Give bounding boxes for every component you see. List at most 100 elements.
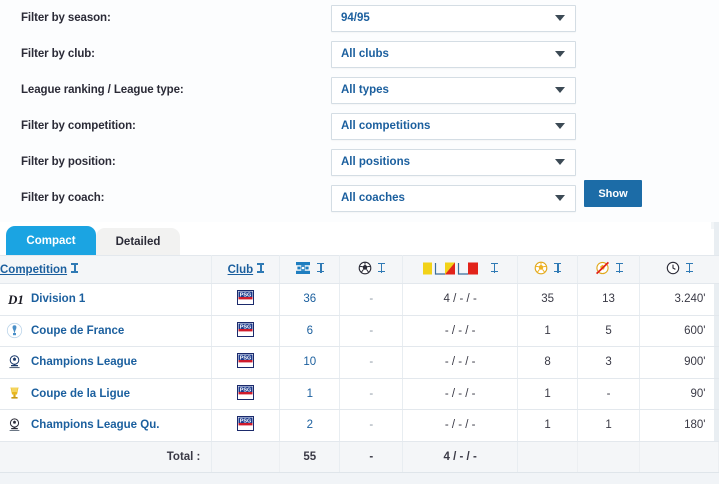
competition-link[interactable]: Coupe de France [31,324,125,337]
cell-competition: Coupe de la Ligue [0,378,213,410]
header-goals[interactable] [517,255,579,284]
cell-cards: - / - / - [402,378,519,410]
cards-icon[interactable] [422,261,498,276]
header-club[interactable]: Club [211,255,281,284]
show-button[interactable]: Show [584,180,642,207]
chevron-down-icon [555,159,565,165]
header-minutes[interactable] [639,255,719,284]
competition-link[interactable]: Coupe de la Ligue [31,387,131,400]
champions-league-logo-icon [6,354,23,371]
psg-crest-icon[interactable]: PSG [237,290,255,306]
cell-appearances: 6 [279,315,341,347]
cell-goals: 1 [517,315,579,347]
sort-icon[interactable] [490,262,498,274]
coach-select[interactable]: All coaches [331,184,576,212]
filter-row-coach: Filter by coach: All coaches [0,180,719,216]
svg-text:PSG: PSG [240,419,252,425]
cell-appearances: 1 [279,378,341,410]
header-competition-label[interactable]: Competition [0,264,68,276]
filter-row-club: Filter by club: All clubs [0,36,719,72]
squad-icon[interactable] [295,261,325,275]
cell-clean-sheets: 13 [577,283,640,316]
psg-crest-icon[interactable]: PSG [237,321,255,337]
competition-link[interactable]: Champions League [31,356,138,369]
table-header-row: Competition Club [0,255,719,284]
cell-appearances: 36 [279,283,341,316]
season-select[interactable]: 94/95 [331,4,576,32]
table-row: Coupe de la Ligue PSG 1 - - / - [0,378,719,410]
filter-label-competition: Filter by competition: [21,120,136,132]
total-goals-empty [517,441,579,473]
champions-league-logo-svg [9,354,20,368]
right-page-edge [714,0,719,484]
total-label: Total : [0,441,213,473]
psg-crest-svg: PSG [237,416,255,432]
cell-cards: - / - / - [402,315,519,347]
table-row: D1 Division 1 PSG [0,283,719,316]
clock-icon[interactable] [666,261,693,275]
sort-icon[interactable] [71,263,79,274]
svg-text:PSG: PSG [240,293,252,299]
competition-select[interactable]: All competitions [331,112,576,140]
sort-icon[interactable] [377,262,385,274]
position-select[interactable]: All positions [331,148,576,176]
psg-crest-icon[interactable]: PSG [237,353,255,369]
header-clean-sheets[interactable] [577,255,640,284]
soccer-ball-icon-svg [358,261,372,275]
soccer-ball-icon[interactable] [358,261,385,275]
position-select-value: All positions [341,156,410,168]
cell-competition: D1 Division 1 [0,283,213,316]
view-tabs: Compact Detailed [0,224,719,256]
sort-icon[interactable] [257,263,265,274]
cell-minutes: 600' [639,315,719,347]
division-1-logo-svg: D1 [7,292,24,307]
clean-sheet-icon[interactable] [595,261,623,275]
cell-competition: Champions League Qu. [0,409,213,442]
total-goals-conceded: - [339,441,404,473]
tab-detailed[interactable]: Detailed [96,228,180,256]
header-competition[interactable]: Competition [0,255,213,284]
cell-competition: Coupe de France [0,315,213,347]
competition-link[interactable]: Division 1 [31,293,86,306]
goals-ball-icon-svg [534,261,548,275]
total-cards: 4 / - / - [402,441,519,473]
filter-panel: Filter by season: 94/95 Filter by club: … [0,0,719,222]
filter-label-season: Filter by season: [21,12,111,24]
performance-table: Competition Club [0,255,719,473]
competition-select-value: All competitions [341,120,431,132]
sort-icon[interactable] [317,262,325,274]
chevron-down-icon [555,123,565,129]
filter-row-season: Filter by season: 94/95 [0,0,719,36]
cell-goals-conceded: - [339,346,404,379]
cell-clean-sheets: 1 [577,409,640,442]
cell-goals-conceded: - [339,283,404,316]
table-row: Coupe de France PSG 6 - - / - / [0,315,719,347]
cell-appearances: 10 [279,346,341,379]
squad-icon-svg [296,262,311,274]
competition-link[interactable]: Champions League Qu. [31,419,160,432]
header-goals-conceded[interactable] [339,255,404,284]
club-select-value: All clubs [341,48,389,60]
tab-compact[interactable]: Compact [6,226,96,256]
header-appearances[interactable] [279,255,341,284]
header-club-label[interactable]: Club [227,264,254,276]
goals-ball-icon[interactable] [534,261,562,275]
psg-crest-svg: PSG [237,290,255,306]
cell-club: PSG [211,378,281,410]
cell-club: PSG [211,346,281,379]
sort-icon[interactable] [615,262,623,274]
season-select-value: 94/95 [341,12,370,24]
header-cards[interactable] [402,255,519,284]
sort-icon[interactable] [554,262,562,274]
cell-cards: - / - / - [402,409,519,442]
psg-crest-icon[interactable]: PSG [237,416,255,432]
club-select[interactable]: All clubs [331,40,576,68]
league-type-select[interactable]: All types [331,76,576,104]
coach-select-value: All coaches [341,192,405,204]
total-appearances: 55 [279,441,341,473]
svg-text:PSG: PSG [240,356,252,362]
sort-icon[interactable] [685,262,693,274]
total-club-empty [211,441,281,473]
table-row: Champions League PSG 10 - - / - [0,346,719,379]
psg-crest-icon[interactable]: PSG [237,384,255,400]
